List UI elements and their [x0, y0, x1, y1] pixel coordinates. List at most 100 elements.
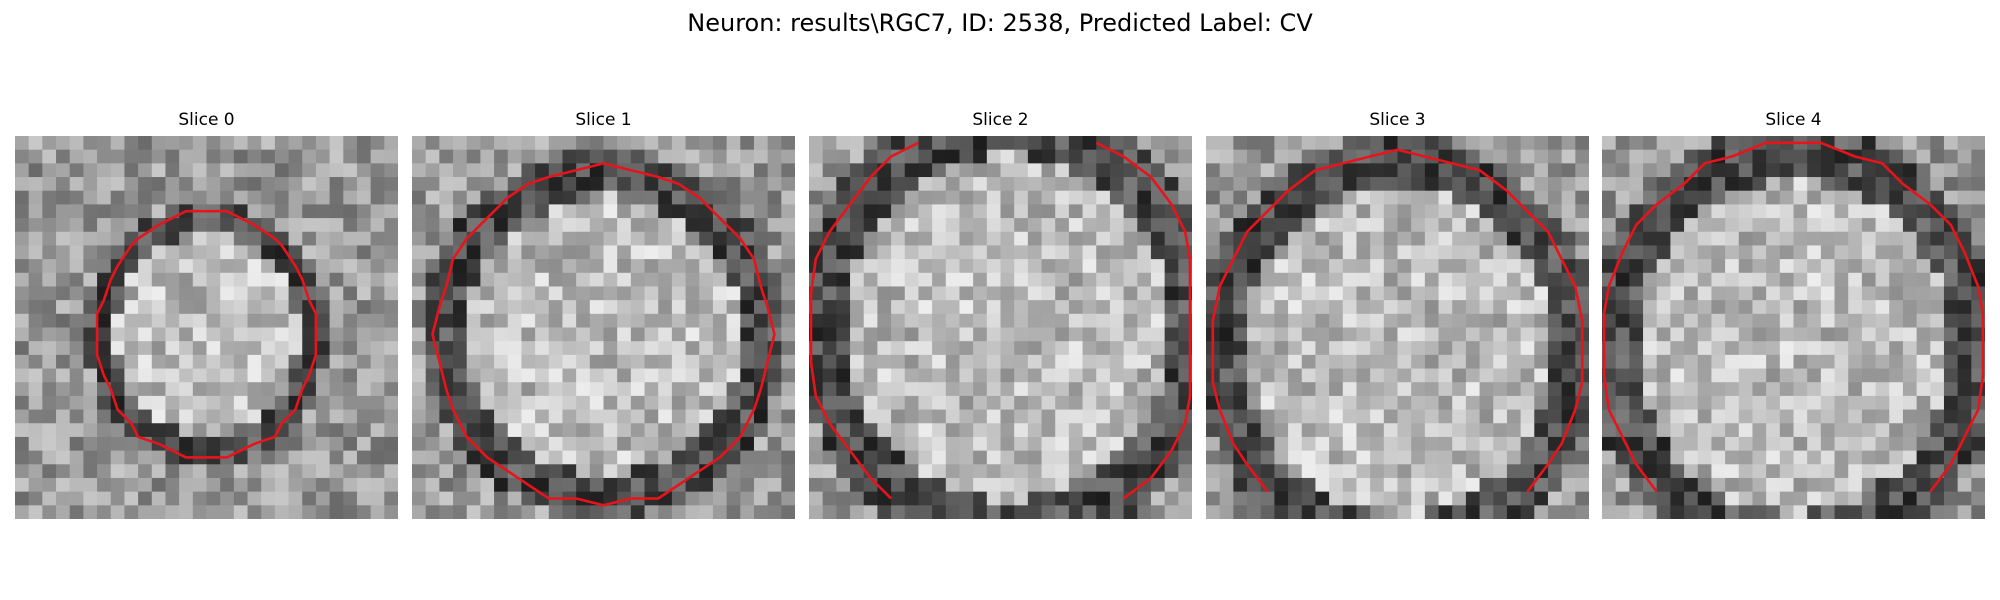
- image-pixel: [1082, 163, 1097, 178]
- image-pixel: [836, 149, 851, 164]
- image-pixel: [932, 464, 947, 479]
- image-pixel: [69, 409, 84, 424]
- image-pixel: [1301, 245, 1317, 260]
- image-pixel: [1930, 505, 1945, 519]
- image-pixel: [480, 327, 495, 342]
- image-pixel: [1793, 491, 1808, 506]
- image-pixel: [781, 505, 795, 519]
- image-pixel: [1820, 245, 1836, 260]
- image-pixel: [1738, 286, 1754, 301]
- image-pixel: [425, 409, 440, 424]
- image-pixel: [370, 436, 385, 452]
- image-pixel: [1615, 450, 1630, 465]
- image-pixel: [1534, 505, 1549, 519]
- image-pixel: [562, 354, 577, 370]
- image-pixel: [740, 395, 755, 411]
- image-pixel: [1779, 423, 1795, 438]
- image-pixel: [1041, 450, 1056, 465]
- image-pixel: [1424, 491, 1440, 506]
- image-pixel: [28, 464, 43, 479]
- image-pixel: [370, 423, 385, 438]
- image-pixel: [1711, 136, 1726, 151]
- image-pixel: [1520, 477, 1535, 493]
- image-pixel: [329, 477, 344, 493]
- image-pixel: [1793, 313, 1808, 329]
- image-pixel: [1547, 190, 1563, 205]
- image-pixel: [1370, 464, 1385, 479]
- image-pixel: [1902, 409, 1918, 424]
- image-pixel: [932, 136, 947, 151]
- image-pixel: [1793, 245, 1808, 260]
- image-pixel: [1150, 477, 1166, 493]
- image-pixel: [658, 313, 673, 329]
- image-pixel: [412, 436, 427, 452]
- image-pixel: [576, 450, 591, 465]
- image-pixel: [1137, 464, 1152, 479]
- image-pixel: [1465, 464, 1481, 479]
- image-pixel: [1383, 300, 1399, 315]
- image-pixel: [1329, 286, 1344, 301]
- image-pixel: [329, 436, 344, 452]
- image-pixel: [877, 505, 892, 519]
- image-pixel: [507, 231, 523, 247]
- image-pixel: [959, 136, 974, 151]
- image-pixel: [69, 177, 84, 192]
- image-pixel: [1506, 300, 1522, 315]
- image-pixel: [1807, 354, 1822, 370]
- image-pixel: [1957, 505, 1972, 519]
- image-pixel: [233, 300, 249, 315]
- image-pixel: [1889, 231, 1904, 247]
- image-pixel: [1000, 245, 1015, 260]
- image-pixel: [1725, 341, 1740, 356]
- image-pixel: [904, 423, 920, 438]
- image-pixel: [1055, 286, 1070, 301]
- image-pixel: [1875, 149, 1890, 164]
- image-pixel: [1656, 382, 1671, 397]
- image-pixel: [1807, 190, 1822, 205]
- image-pixel: [1055, 450, 1070, 465]
- image-pixel: [356, 382, 372, 397]
- image-pixel: [548, 327, 564, 342]
- image-pixel: [1329, 491, 1344, 506]
- image-pixel: [1807, 177, 1822, 192]
- image-pixel: [1233, 341, 1248, 356]
- image-pixel: [1479, 436, 1494, 452]
- image-pixel: [315, 368, 331, 383]
- image-pixel: [1670, 368, 1685, 383]
- image-pixel: [753, 450, 769, 465]
- image-pixel: [1738, 368, 1754, 383]
- image-pixel: [1055, 423, 1070, 438]
- image-pixel: [1123, 259, 1138, 274]
- image-pixel: [1766, 231, 1781, 247]
- image-pixel: [809, 204, 824, 219]
- image-pixel: [1356, 450, 1371, 465]
- image-pixel: [630, 313, 646, 329]
- image-pixel: [110, 354, 126, 370]
- image-pixel: [1000, 313, 1015, 329]
- image-pixel: [850, 477, 865, 493]
- image-pixel: [1055, 136, 1070, 151]
- image-pixel: [1233, 149, 1248, 164]
- image-pixel: [1233, 395, 1248, 411]
- image-pixel: [302, 204, 317, 219]
- image-pixel: [644, 177, 659, 192]
- image-pixel: [822, 259, 837, 274]
- image-pixel: [138, 300, 153, 315]
- image-pixel: [507, 450, 523, 465]
- image-pixel: [1452, 450, 1467, 465]
- image-pixel: [494, 149, 509, 164]
- image-pixel: [494, 477, 509, 493]
- image-pixel: [151, 163, 167, 178]
- image-pixel: [288, 491, 303, 506]
- image-pixel: [343, 450, 358, 465]
- image-pixel: [1534, 231, 1549, 247]
- image-pixel: [1752, 313, 1767, 329]
- image-pixel: [1889, 136, 1904, 151]
- image-pixel: [932, 245, 947, 260]
- image-pixel: [315, 395, 331, 411]
- image-pixel: [165, 245, 180, 260]
- image-pixel: [712, 218, 728, 233]
- image-pixel: [1547, 204, 1563, 219]
- image-pixel: [1096, 272, 1111, 288]
- image-pixel: [1109, 286, 1125, 301]
